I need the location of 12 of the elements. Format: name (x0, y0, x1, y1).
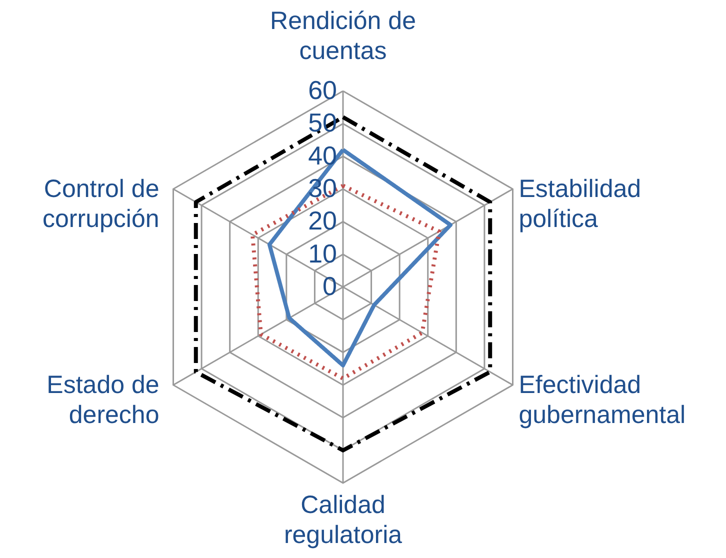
spoke-label: Control de corrupción (42, 175, 160, 233)
spoke-label: Efectividad gubernamental (518, 371, 686, 429)
y-tick-label: 60 (308, 75, 337, 105)
spoke-label: Rendición de cuentas (270, 7, 416, 65)
spoke-label: Estabilidad política (518, 175, 642, 233)
y-tick-label: 0 (322, 271, 337, 301)
y-tick-label: 10 (308, 238, 337, 268)
y-tick-label: 40 (308, 140, 337, 170)
spoke-label: Estado de derecho (46, 371, 160, 429)
y-tick-label: 50 (308, 108, 337, 138)
y-tick-label: 20 (308, 206, 337, 236)
spoke-label: Calidad regulatoria (284, 491, 402, 549)
